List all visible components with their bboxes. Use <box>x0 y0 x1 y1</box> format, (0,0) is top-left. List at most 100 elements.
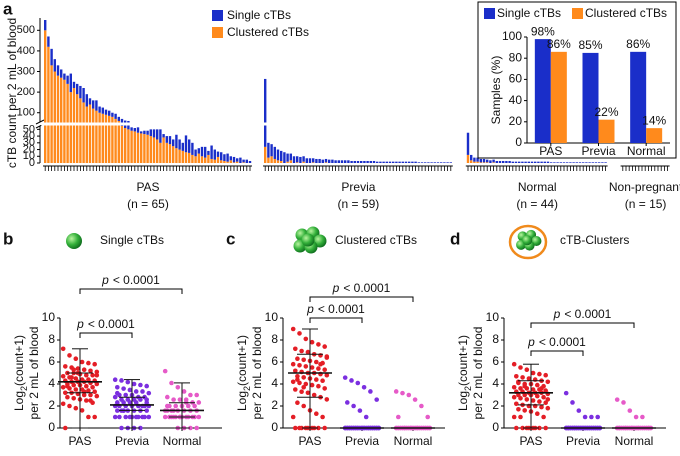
y-tick-label: 0 <box>271 420 278 434</box>
bar-segment <box>194 149 197 157</box>
bar-segment <box>232 156 236 163</box>
bar-segment <box>315 158 318 163</box>
dot <box>514 425 519 431</box>
significance-bracket <box>79 332 133 338</box>
dot <box>127 400 133 405</box>
dot <box>65 394 70 400</box>
dot <box>73 356 79 362</box>
dot <box>543 388 548 393</box>
bar-segment <box>63 79 66 163</box>
dot <box>516 392 521 398</box>
dot <box>290 379 296 385</box>
bar-segment <box>521 161 524 163</box>
bar-segment <box>56 65 60 76</box>
y-axis-label: Log2(count+1) <box>235 335 252 411</box>
bar-segment <box>111 112 114 117</box>
bar-segment <box>366 160 369 163</box>
bar-segment <box>283 152 286 163</box>
x-tick-label: Previa <box>581 144 615 158</box>
dot <box>524 397 530 402</box>
bar-segment <box>470 160 473 163</box>
bar-segment <box>430 162 433 163</box>
bar-segment <box>136 132 140 163</box>
dot <box>297 363 302 368</box>
dot <box>71 367 76 373</box>
x-tick-label: Normal <box>394 434 433 448</box>
bar-segment <box>385 161 388 163</box>
dot <box>322 425 328 431</box>
bar-segment <box>601 162 604 163</box>
dot <box>293 387 298 392</box>
bar-segment <box>108 115 111 163</box>
dot <box>425 414 431 420</box>
bar-segment <box>578 162 582 163</box>
bar-segment <box>69 92 72 163</box>
bar-segment <box>502 160 505 163</box>
bar-segment <box>562 162 566 163</box>
bar-segment <box>436 162 440 163</box>
dot <box>526 376 532 381</box>
dot <box>125 379 131 385</box>
bar-segment <box>372 160 376 163</box>
significance-bracket <box>79 288 183 294</box>
dot <box>63 390 68 396</box>
bar-segment <box>337 160 340 163</box>
dot <box>171 397 176 402</box>
y-tick-label: 6 <box>492 354 499 368</box>
legend-label: Clustered cTBs <box>227 25 309 39</box>
p-text: < 0.0001 <box>318 302 365 316</box>
dot <box>324 397 330 402</box>
dot <box>563 390 569 396</box>
bar-segment <box>47 46 50 163</box>
bar-segment <box>270 144 273 157</box>
x-tick-label: PAS <box>298 434 321 448</box>
p-symbol: p <box>306 302 314 316</box>
bar-segment <box>53 71 56 163</box>
dot <box>595 414 600 420</box>
dot <box>406 392 412 398</box>
bar-segment <box>404 161 408 163</box>
y-label-part: (count+1) <box>235 335 249 386</box>
dot <box>144 397 149 402</box>
bar-segment <box>572 162 575 163</box>
bar-segment <box>524 161 527 163</box>
dot <box>65 383 70 389</box>
dot <box>119 378 124 383</box>
dot <box>518 386 523 391</box>
bar-segment <box>239 157 242 163</box>
dot <box>86 377 91 382</box>
dot <box>537 399 542 404</box>
dot <box>541 414 546 420</box>
dot <box>627 408 633 413</box>
dot <box>60 374 66 379</box>
bar-segment <box>280 150 283 161</box>
dot <box>86 414 91 420</box>
bar-segment <box>204 157 207 163</box>
bar <box>582 52 599 143</box>
bar-segment <box>191 142 194 155</box>
bar-segment <box>308 158 312 163</box>
dot <box>123 414 128 420</box>
bar-segment <box>210 158 213 163</box>
bar-segment <box>276 149 280 161</box>
bar-segment <box>270 156 273 163</box>
dot <box>524 367 530 373</box>
dot <box>516 379 521 385</box>
dot <box>142 414 147 420</box>
value-label: 86% <box>547 37 571 51</box>
y-label-part: (count+1) <box>12 335 26 386</box>
dot <box>357 408 363 413</box>
dot <box>633 414 639 420</box>
group-n: (n = 44) <box>516 197 558 211</box>
bar-segment <box>473 157 476 162</box>
legend-label: Clustered cTBs <box>585 6 667 20</box>
dot <box>621 400 626 405</box>
dot <box>121 400 126 405</box>
dot <box>539 386 544 391</box>
bar-segment <box>216 151 220 157</box>
bar-segment <box>101 113 104 163</box>
bar-segment <box>479 162 482 163</box>
bar-segment <box>207 150 210 155</box>
p-value: p < 0.0001 <box>76 317 135 331</box>
